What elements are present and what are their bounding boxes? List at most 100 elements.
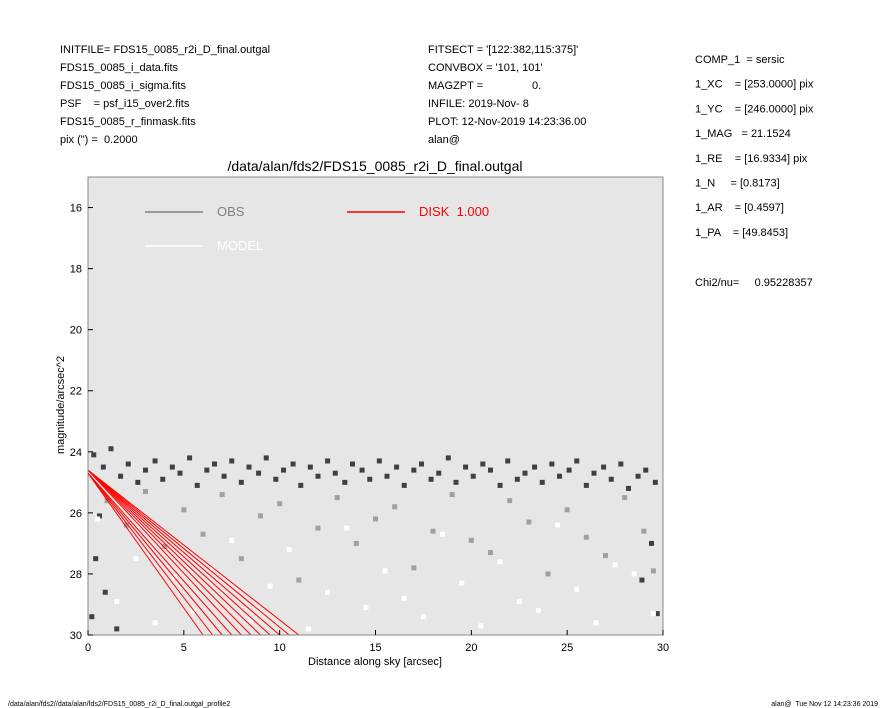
point [334,495,340,501]
point [574,586,580,592]
point [91,452,97,458]
legend-label: OBS [217,204,245,219]
point [436,470,442,476]
point [449,492,455,498]
point [650,611,656,617]
point [401,595,407,601]
point [219,492,225,498]
point [89,614,95,620]
info-line: FDS15_0085_i_sigma.fits [60,80,186,92]
info-line: PLOT: 12-Nov-2019 14:23:36.00 [428,116,586,128]
point [639,577,645,583]
point [118,473,124,479]
point [162,543,168,549]
point [453,479,459,485]
info-line: MAGZPT = 0. [428,80,541,92]
point [229,458,235,464]
param-line: 1_RE = [16.9334] pix [695,153,808,165]
point [430,528,436,534]
point [419,461,424,467]
chart-title: /data/alan/fds2/FDS15_0085_r2i_D_final.o… [228,158,523,174]
point [277,501,283,507]
point [169,464,175,470]
point [221,473,227,479]
model-curve [87,469,271,636]
point [652,479,658,485]
point [382,568,388,574]
point [532,464,538,470]
point [650,568,656,574]
point [564,507,570,513]
point [114,598,120,604]
point [631,571,637,577]
point [608,476,614,482]
point [332,470,338,476]
point [256,470,262,476]
point [539,479,545,485]
point [212,461,217,467]
point [263,455,269,461]
point [359,467,365,473]
point [100,464,106,470]
info-line: CONVBOX = '101, 101' [428,62,543,74]
point [102,589,108,595]
point [591,470,597,476]
y-tick-label: 16 [70,203,82,215]
info-line: PSF = psf_i15_over2.fits [60,98,190,110]
info-line: FDS15_0085_i_data.fits [60,62,179,74]
point [342,479,348,485]
point [555,522,561,528]
point [315,473,321,479]
point [143,467,148,473]
point [468,537,474,543]
point [281,467,286,473]
point [649,540,654,546]
info-line: FITSECT = '[122:382,115:375]' [428,44,578,56]
point [95,516,101,522]
x-axis-label: Distance along sky [arcsec] [308,656,442,668]
point [601,464,607,470]
chi2: Chi2/nu= 0.95228357 [695,277,813,289]
point [635,473,641,479]
y-tick-label: 30 [70,630,82,642]
point [488,467,493,473]
point [187,455,193,461]
point [394,464,400,470]
point [290,461,296,467]
point [143,488,148,494]
point [133,556,139,562]
x-tick-label: 25 [561,642,573,654]
info-line: INFILE: 2019-Nov- 8 [428,98,529,110]
point [583,482,589,488]
point [516,598,522,604]
legend-label: DISK 1.000 [419,204,489,219]
model-curve [87,472,213,636]
model-curve [87,469,280,636]
point [152,620,158,626]
point [463,464,469,470]
point [325,458,331,464]
model-curve [87,472,204,636]
point [545,571,551,577]
param-line: 1_N = [0.8173] [695,178,780,190]
point [160,476,166,482]
point [535,608,541,614]
point [574,458,580,464]
model-curve [87,469,290,636]
point [238,479,244,485]
x-tick-label: 5 [181,642,187,654]
point [411,467,417,473]
point [344,525,350,531]
point [238,556,244,562]
point [108,446,114,452]
plot-area [88,177,663,635]
point [392,504,398,510]
point [258,513,263,519]
point [522,470,528,476]
param-line: COMP_1 = sersic [695,54,785,66]
x-tick-label: 30 [657,642,669,654]
point [428,476,434,482]
point [353,540,359,546]
point [200,531,206,537]
info-line: alan@ [428,134,460,146]
